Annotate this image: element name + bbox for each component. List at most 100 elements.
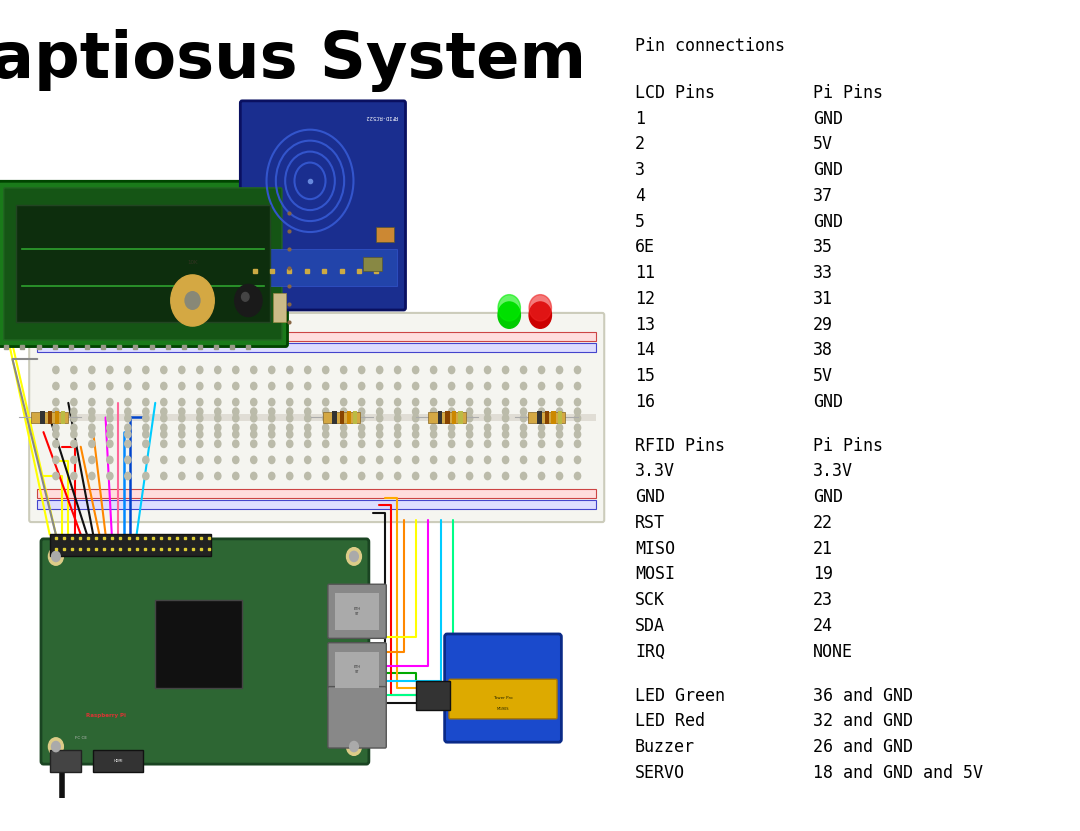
Text: 35: 35 (813, 238, 834, 256)
Circle shape (89, 415, 95, 422)
Circle shape (161, 415, 167, 422)
Circle shape (232, 440, 239, 447)
Circle shape (448, 366, 455, 374)
Circle shape (107, 366, 113, 374)
Circle shape (161, 382, 167, 390)
Bar (40, 411, 44, 424)
Circle shape (71, 424, 77, 431)
Text: RFID Pins: RFID Pins (635, 437, 725, 455)
Circle shape (178, 399, 185, 406)
Circle shape (71, 382, 77, 390)
Circle shape (431, 440, 436, 447)
Bar (37, 489, 596, 498)
Circle shape (269, 424, 274, 431)
Circle shape (89, 440, 95, 447)
Text: Pi Pins: Pi Pins (813, 437, 883, 455)
Circle shape (269, 440, 274, 447)
Circle shape (251, 424, 257, 431)
Circle shape (521, 408, 527, 416)
Circle shape (234, 284, 262, 317)
Circle shape (575, 366, 581, 374)
Circle shape (107, 424, 113, 431)
Circle shape (340, 366, 347, 374)
Circle shape (539, 472, 544, 479)
Text: 3: 3 (635, 161, 645, 179)
Circle shape (502, 382, 509, 390)
Circle shape (197, 408, 203, 416)
Circle shape (269, 456, 274, 464)
Circle shape (124, 366, 131, 374)
Circle shape (413, 424, 419, 431)
Circle shape (556, 472, 563, 479)
Circle shape (359, 366, 365, 374)
Circle shape (286, 472, 293, 479)
Circle shape (448, 382, 455, 390)
Circle shape (359, 430, 365, 438)
Circle shape (143, 366, 149, 374)
Circle shape (359, 472, 365, 479)
Circle shape (232, 472, 239, 479)
Circle shape (124, 472, 131, 479)
Circle shape (107, 472, 113, 479)
Circle shape (575, 415, 581, 422)
Circle shape (340, 382, 347, 390)
Text: GND: GND (813, 110, 843, 127)
Text: MISO: MISO (635, 540, 675, 558)
Text: SCK: SCK (635, 592, 665, 609)
Circle shape (53, 399, 59, 406)
Circle shape (305, 430, 311, 438)
Circle shape (323, 440, 328, 447)
Circle shape (215, 408, 221, 416)
Circle shape (305, 366, 311, 374)
Text: 13: 13 (635, 316, 656, 333)
Circle shape (485, 408, 490, 416)
Circle shape (539, 415, 544, 422)
Text: 14: 14 (635, 342, 656, 359)
Circle shape (502, 408, 509, 416)
Circle shape (431, 382, 436, 390)
Circle shape (143, 424, 149, 431)
Circle shape (269, 430, 274, 438)
Text: HDMI: HDMI (113, 760, 123, 763)
Circle shape (53, 440, 59, 447)
Circle shape (431, 408, 436, 416)
Circle shape (539, 408, 544, 416)
Circle shape (467, 415, 473, 422)
Circle shape (215, 399, 221, 406)
Circle shape (529, 302, 552, 328)
Text: ETH
ST: ETH ST (353, 666, 361, 674)
Circle shape (347, 548, 362, 565)
Circle shape (323, 415, 328, 422)
Text: 11: 11 (635, 264, 656, 282)
Text: MG90S: MG90S (497, 707, 510, 711)
Circle shape (305, 440, 311, 447)
Circle shape (521, 399, 527, 406)
Text: SERVO: SERVO (635, 764, 685, 782)
Text: 21: 21 (813, 540, 834, 558)
Circle shape (394, 472, 401, 479)
Circle shape (350, 551, 359, 562)
Circle shape (448, 408, 455, 416)
Bar (335, 652, 379, 688)
Text: 12: 12 (635, 290, 656, 307)
Circle shape (377, 399, 382, 406)
Circle shape (323, 399, 328, 406)
Circle shape (556, 440, 563, 447)
Circle shape (323, 382, 328, 390)
Circle shape (539, 424, 544, 431)
Circle shape (485, 399, 490, 406)
Circle shape (323, 424, 328, 431)
Text: 5: 5 (635, 213, 645, 230)
Circle shape (251, 366, 257, 374)
Circle shape (467, 456, 473, 464)
Circle shape (359, 440, 365, 447)
Circle shape (539, 440, 544, 447)
Text: 4: 4 (635, 187, 645, 204)
Text: 2: 2 (635, 135, 645, 153)
Circle shape (197, 399, 203, 406)
Circle shape (485, 382, 490, 390)
Circle shape (53, 430, 59, 438)
Circle shape (305, 408, 311, 416)
Circle shape (124, 456, 131, 464)
Circle shape (53, 382, 59, 390)
